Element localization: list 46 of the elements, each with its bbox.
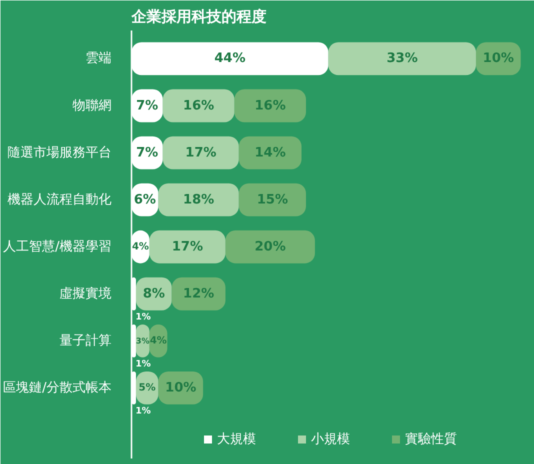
data-label: 10% — [482, 51, 514, 66]
data-label: 16% — [183, 98, 214, 114]
data-label: 33% — [386, 51, 418, 66]
data-label: 1% — [136, 406, 151, 416]
data-label: 3% — [136, 336, 150, 346]
data-label: 1% — [136, 312, 151, 322]
data-label: 1% — [136, 359, 151, 370]
legend-label: 大規模 — [217, 431, 256, 448]
bar — [162, 136, 239, 170]
y-tick-label: 機器人流程自動化 — [8, 191, 112, 208]
legend-label: 實驗性質 — [405, 431, 457, 448]
data-label: 7% — [136, 98, 158, 114]
data-label: 5% — [138, 382, 156, 394]
bar — [158, 183, 239, 216]
bar — [225, 230, 315, 264]
data-label: 12% — [183, 286, 214, 302]
data-label: 8% — [142, 286, 165, 302]
bar — [149, 230, 226, 264]
data-label: 4% — [132, 241, 149, 252]
bar — [238, 136, 302, 170]
y-tick-label: 隨選市場服務平台 — [8, 145, 112, 160]
data-label: 17% — [185, 145, 216, 160]
bar — [172, 277, 226, 310]
chart-title: 企業採用科技的程度 — [130, 8, 266, 26]
data-label: 16% — [254, 98, 286, 114]
y-tick-label: 人工智慧/機器學習 — [3, 239, 112, 254]
y-tick-label: 物聯網 — [72, 98, 112, 114]
bar — [162, 89, 234, 122]
y-tick-label: 雲端 — [86, 51, 112, 66]
data-label: 44% — [214, 51, 246, 66]
legend-label: 小規模 — [311, 431, 350, 448]
data-label: 20% — [254, 239, 286, 254]
data-label: 15% — [256, 192, 288, 208]
data-label: 17% — [172, 239, 203, 254]
y-tick-label: 虛擬實境 — [60, 285, 112, 302]
bar — [234, 89, 306, 122]
data-label: 18% — [183, 192, 214, 208]
data-label: 14% — [254, 145, 286, 160]
data-label: 6% — [134, 192, 156, 208]
data-label: 10% — [165, 380, 196, 396]
bar — [328, 42, 476, 76]
y-tick-label: 區塊鏈/分散式帳本 — [3, 380, 112, 396]
bar — [238, 183, 306, 216]
y-tick-label: 量子計算 — [60, 333, 112, 348]
data-label: 7% — [136, 145, 158, 160]
data-label: 4% — [150, 335, 167, 346]
